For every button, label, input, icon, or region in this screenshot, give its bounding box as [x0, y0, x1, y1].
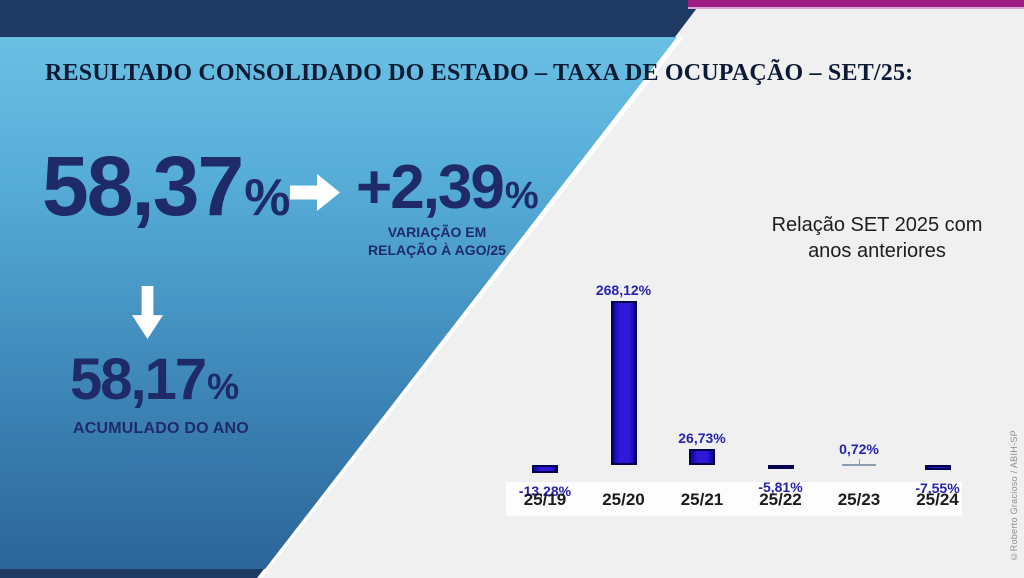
- accumulated-unit: %: [207, 366, 240, 407]
- variation-unit: %: [504, 175, 539, 217]
- current-occupancy-metric: 58,37 %: [42, 138, 290, 235]
- bar-value-label: -7,55%: [915, 479, 960, 496]
- bar-near-zero: [842, 464, 876, 466]
- variation-value: +2,39: [356, 153, 505, 222]
- slide-title: RESULTADO CONSOLIDADO DO ESTADO – TAXA D…: [45, 60, 914, 86]
- bar-value-label: 0,72%: [839, 441, 879, 457]
- bar-value-label: 26,73%: [678, 429, 726, 446]
- accumulated-value: 58,17: [70, 347, 207, 412]
- accumulated-caption: ACUMULADO DO ANO: [73, 420, 249, 437]
- variation-caption-line2: RELAÇÃO À AGO/25: [368, 241, 506, 258]
- label-leader-tick: [859, 459, 860, 464]
- category-label: 25/19: [523, 490, 567, 509]
- chart-title: Relação SET 2025 com anos anteriores: [771, 214, 983, 262]
- bar: [532, 465, 558, 474]
- category-axis-band: [506, 482, 962, 516]
- category-label: 25/20: [602, 490, 645, 509]
- category-label: 25/24: [916, 490, 959, 509]
- credit-text: ©Roberto Gracioso / ABIH-SP: [1009, 430, 1019, 562]
- bar-value-label: -5,81%: [758, 478, 803, 495]
- bar: [924, 465, 951, 470]
- bar: [610, 301, 637, 465]
- variation-metric: +2,39 %: [356, 152, 539, 223]
- bar: [689, 448, 715, 465]
- top-magenta-bar: [688, 0, 1024, 9]
- variation-caption: VARIAÇÃO EM RELAÇÃO À AGO/25: [342, 224, 532, 259]
- category-label: 25/22: [759, 490, 802, 509]
- accumulated-metric: 58,17 %: [70, 346, 239, 413]
- current-occupancy-value: 58,37: [42, 139, 244, 233]
- category-label: 25/21: [680, 490, 724, 509]
- bar-value-label: -13,28%: [518, 483, 572, 500]
- bar: [767, 465, 794, 469]
- current-occupancy-unit: %: [244, 169, 291, 227]
- category-label: 25/23: [837, 490, 881, 509]
- bar-chart: -13,28% 25/19 268,12% 25/20 26,73% 25/21 -5,81…: [500, 270, 965, 520]
- bar-value-label: 268,12%: [595, 282, 652, 298]
- variation-caption-line1: VARIAÇÃO EM: [387, 224, 487, 240]
